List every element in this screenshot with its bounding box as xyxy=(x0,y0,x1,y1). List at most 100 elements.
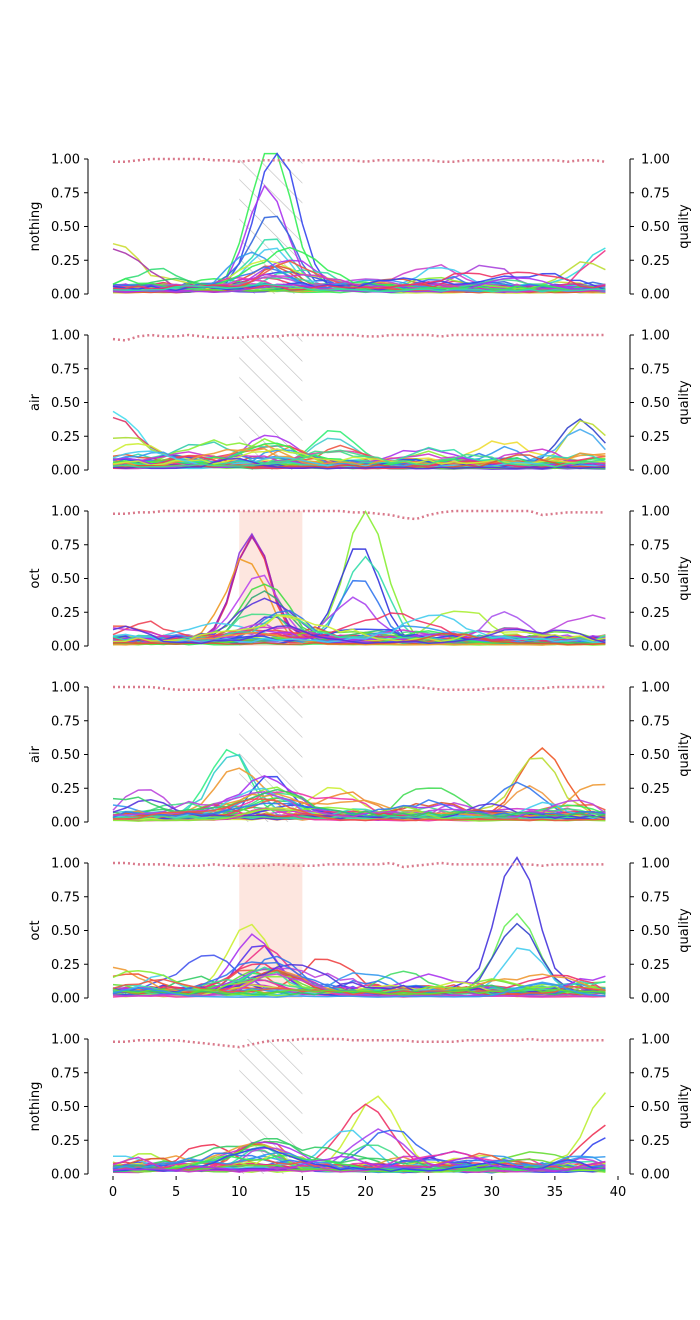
series-line xyxy=(112,978,606,996)
left-tick-label: 0.75 xyxy=(51,186,80,201)
series-line xyxy=(112,457,606,470)
panel-5: 0.00 0.00 0.25 0.25 0.50 0.50 0.75 0.75 1.00 1.00… xyxy=(28,856,692,1007)
series-line xyxy=(112,1155,606,1173)
right-tick-label: 1.00 xyxy=(641,153,670,168)
series-line xyxy=(112,535,606,643)
right-tick-label: 1.00 xyxy=(641,681,670,696)
x-tick-label: 35 xyxy=(547,1185,564,1200)
quality-line xyxy=(113,1037,606,1049)
x-tick-label: 30 xyxy=(483,1185,500,1200)
left-tick-label: 1.00 xyxy=(51,1033,80,1048)
panel-2: 0.00 0.00 0.25 0.25 0.50 0.50 0.75 0.75 1.00 1.00… xyxy=(28,329,692,479)
right-tick-label: 0.50 xyxy=(641,220,670,235)
series-line xyxy=(112,152,606,291)
series-line xyxy=(112,973,606,998)
y-axis-label: nothing xyxy=(28,1082,43,1132)
y-axis-label: nothing xyxy=(28,202,43,252)
x-tick-label: 25 xyxy=(420,1185,437,1200)
right-tick-label: 1.00 xyxy=(641,1033,670,1048)
panel-6: 0.00 0.00 0.25 0.25 0.50 0.50 0.75 0.75 1.00 1.00… xyxy=(28,1033,692,1183)
left-tick-label: 0.00 xyxy=(51,816,80,831)
series-line xyxy=(112,277,606,293)
left-tick-label: 0.50 xyxy=(51,1100,80,1115)
right-tick-label: 0.00 xyxy=(641,816,670,831)
left-tick-label: 0.25 xyxy=(51,958,80,973)
series-line xyxy=(112,614,606,643)
series-line xyxy=(112,444,606,467)
series-line xyxy=(112,856,606,993)
left-tick-label: 1.00 xyxy=(51,153,80,168)
x-tick-label: 40 xyxy=(610,1185,627,1200)
y-axis-label: oct xyxy=(28,568,43,588)
series-line xyxy=(112,246,606,291)
left-tick-label: 0.25 xyxy=(51,606,80,621)
right-tick-label: 0.75 xyxy=(641,890,670,905)
series-line xyxy=(112,1155,606,1172)
right-tick-label: 0.25 xyxy=(641,430,670,445)
quality-line xyxy=(113,509,606,521)
left-tick-label: 0.25 xyxy=(51,782,80,797)
left-tick-label: 1.00 xyxy=(51,329,80,344)
right-tick-label: 1.00 xyxy=(641,505,670,520)
right-tick-label: 0.25 xyxy=(641,958,670,973)
right-tick-label: 0.50 xyxy=(641,924,670,939)
right-tick-label: 0.75 xyxy=(641,186,670,201)
left-tick-label: 0.50 xyxy=(51,572,80,587)
left-tick-label: 0.75 xyxy=(51,890,80,905)
x-tick-label: 10 xyxy=(231,1185,248,1200)
panel-4: 0.00 0.00 0.25 0.25 0.50 0.50 0.75 0.75 1.00 1.00… xyxy=(28,681,692,831)
right-tick-label: 0.00 xyxy=(641,640,670,655)
x-tick-label: 5 xyxy=(172,1185,180,1200)
left-tick-label: 0.25 xyxy=(51,254,80,269)
panel-3: 0.00 0.00 0.25 0.25 0.50 0.50 0.75 0.75 1.00 1.00… xyxy=(28,505,692,655)
left-tick-label: 1.00 xyxy=(51,505,80,520)
right-tick-label: 0.00 xyxy=(641,464,670,479)
left-tick-label: 0.75 xyxy=(51,714,80,729)
series-line xyxy=(112,184,606,291)
left-tick-label: 0.25 xyxy=(51,430,80,445)
right-tick-label: 0.50 xyxy=(641,572,670,587)
left-tick-label: 0.50 xyxy=(51,220,80,235)
left-tick-label: 1.00 xyxy=(51,681,80,696)
left-tick-label: 0.75 xyxy=(51,1066,80,1081)
left-tick-label: 0.00 xyxy=(51,464,80,479)
right-tick-label: 0.25 xyxy=(641,1134,670,1149)
right-axis-label: quality xyxy=(677,908,692,953)
x-axis: 0 5 10 15 20 25 30 35 40 xyxy=(109,1176,626,1200)
x-tick-label: 15 xyxy=(294,1185,311,1200)
right-axis-label: quality xyxy=(677,732,692,777)
right-tick-label: 0.50 xyxy=(641,1100,670,1115)
left-tick-label: 0.00 xyxy=(51,1168,80,1183)
left-tick-label: 0.00 xyxy=(51,288,80,303)
series-line xyxy=(112,614,606,644)
right-tick-label: 0.25 xyxy=(641,606,670,621)
left-tick-label: 0.50 xyxy=(51,924,80,939)
right-tick-label: 0.75 xyxy=(641,714,670,729)
right-tick-label: 0.00 xyxy=(641,288,670,303)
series-line xyxy=(112,798,606,822)
right-tick-label: 0.75 xyxy=(641,362,670,377)
left-tick-label: 0.50 xyxy=(51,748,80,763)
panel-1: 0.00 0.00 0.25 0.25 0.50 0.50 0.75 0.75 1.00 1.00… xyxy=(28,152,692,303)
left-tick-label: 0.00 xyxy=(51,992,80,1007)
right-tick-label: 0.50 xyxy=(641,396,670,411)
left-tick-label: 0.75 xyxy=(51,538,80,553)
right-tick-label: 0.75 xyxy=(641,1066,670,1081)
x-tick-label: 0 xyxy=(109,1185,117,1200)
series-line xyxy=(112,788,606,818)
left-tick-label: 0.75 xyxy=(51,362,80,377)
y-axis-label: air xyxy=(28,393,43,411)
right-tick-label: 0.00 xyxy=(641,1168,670,1183)
left-tick-label: 0.25 xyxy=(51,1134,80,1149)
quality-line xyxy=(112,333,606,342)
series-line xyxy=(112,152,606,292)
y-axis-label: oct xyxy=(28,920,43,940)
right-axis-label: quality xyxy=(677,204,692,249)
series-line xyxy=(112,987,606,996)
right-axis-label: quality xyxy=(677,556,692,601)
right-tick-label: 0.75 xyxy=(641,538,670,553)
right-tick-label: 0.25 xyxy=(641,254,670,269)
quality-line xyxy=(113,861,606,869)
y-axis-label: air xyxy=(28,745,43,763)
